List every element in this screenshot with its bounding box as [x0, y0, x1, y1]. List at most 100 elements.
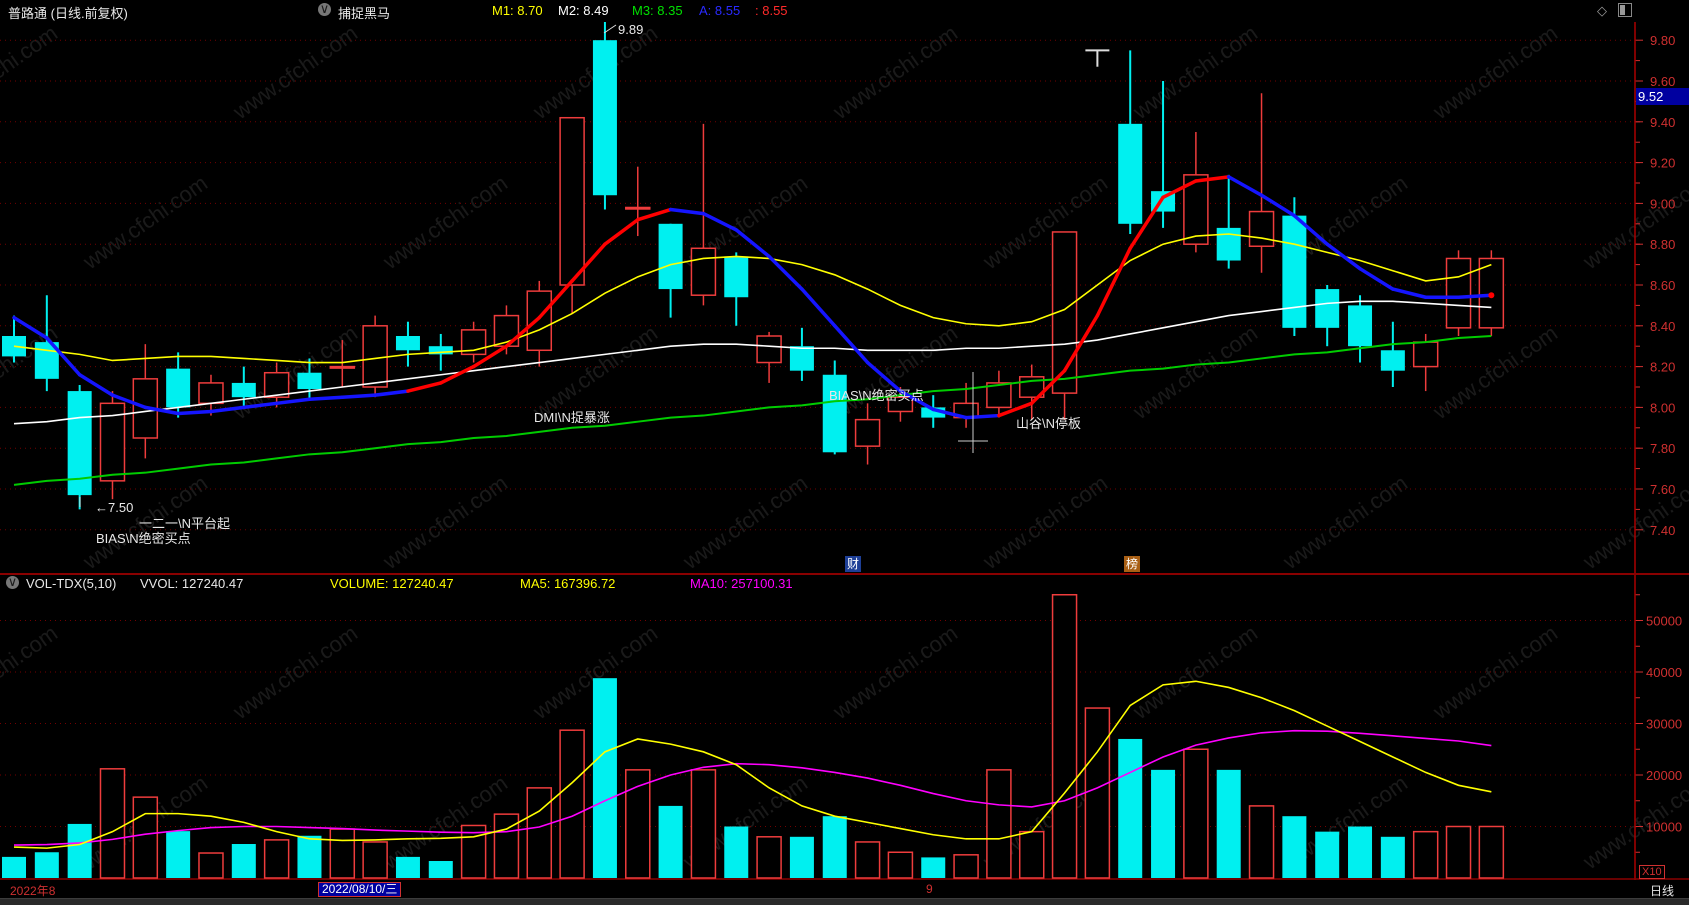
ma3-line-green [13, 335, 1492, 486]
diamond-icon[interactable]: ◇ [1597, 3, 1607, 18]
volume-bar [921, 857, 946, 878]
volume-ma5-value: MA5: 167396.72 [520, 576, 616, 591]
ranking-shortcut-icon[interactable]: 榜 [1124, 556, 1140, 572]
volume-bar [822, 816, 847, 878]
volume-bar [1248, 805, 1275, 879]
price-ma-lines [13, 233, 1492, 486]
volume-bar [1151, 769, 1176, 878]
candlestick [428, 346, 453, 355]
candlestick [724, 256, 749, 298]
price-axis-label: 7.80 [1650, 441, 1675, 456]
candlestick [986, 382, 1012, 409]
candlestick [263, 371, 290, 398]
volume-bar [592, 678, 617, 878]
price-axis-label: 9.40 [1650, 115, 1675, 130]
chevron-down-icon[interactable]: ∨ [318, 1, 331, 16]
volume-bar [34, 852, 59, 878]
watermark-text: www.cfchi.com [1128, 320, 1262, 424]
crosshair [958, 372, 988, 453]
volume-bar [724, 826, 749, 878]
watermark-text: www.cfchi.com [1128, 620, 1262, 724]
last-price-badge: 9.52 [1636, 88, 1689, 105]
symbol-title: 普路通 (日线.前复权) [8, 6, 128, 21]
m1-value: M1: 8.70 [492, 3, 543, 18]
volume-bar [625, 769, 651, 879]
candlestick [690, 247, 717, 296]
vvol-value: VVOL: 127240.47 [140, 576, 244, 591]
candlestick [1216, 227, 1241, 261]
candlestick [756, 335, 782, 364]
candlestick [1348, 305, 1373, 347]
price-axis-label: 7.40 [1650, 523, 1675, 538]
volume-bar [1380, 836, 1405, 878]
volume-bar [1051, 594, 1078, 879]
watermark-text: www.cfchi.com [1128, 20, 1262, 124]
volume-bar [690, 769, 717, 879]
candlestick [1118, 123, 1143, 224]
candlestick [297, 372, 322, 390]
volume-bar [756, 836, 782, 879]
candlestick [231, 382, 256, 398]
price-axis-label: 7.60 [1650, 482, 1675, 497]
watermark-text: www.cfchi.com [378, 170, 512, 274]
volume-bars[interactable] [2, 594, 1505, 879]
price-grid: 7.40 7.60 7.80 8.00 8.20 8.40 8.60 8.80 9.00 9.20… [0, 33, 1675, 538]
split-window-icon[interactable] [1618, 3, 1632, 17]
signal-line [12, 175, 1495, 420]
watermark-text: www.cfchi.com [978, 170, 1112, 274]
volume-bar [132, 796, 159, 879]
date-axis-month-label: 9 [926, 882, 933, 896]
chart-annotation: DMI\N捉暴涨 [534, 410, 610, 425]
date-axis[interactable]: 2022年8 2022/08/10/三 9 日线 [0, 880, 1689, 898]
price-axis-label: 8.60 [1650, 278, 1675, 293]
volume-bar [99, 768, 126, 879]
volume-ma10-value: MA10: 257100.31 [690, 576, 793, 591]
volume-bar [198, 852, 224, 879]
volume-bar [1118, 738, 1143, 878]
volume-ma-lines [13, 680, 1492, 849]
volume-axis-label: 30000 [1646, 717, 1682, 732]
volume-bar [789, 836, 814, 878]
watermark-text: www.cfchi.com [978, 470, 1112, 574]
chart-annotation: 9.89 [618, 22, 643, 37]
volume-bar [953, 854, 979, 879]
watermark-text: www.cfchi.com [78, 170, 212, 274]
candlesticks[interactable] [2, 21, 1505, 510]
price-axis-label: 9.60 [1650, 74, 1675, 89]
watermark-text: www.cfchi.com [828, 20, 962, 124]
signal-line-end-dot [1488, 292, 1495, 299]
volume-bar [1018, 830, 1045, 879]
candlestick [1282, 215, 1307, 328]
candlestick [854, 418, 881, 447]
chevron-down-icon[interactable]: ∨ [6, 574, 19, 589]
candlestick [1380, 350, 1405, 371]
watermark-text: www.cfchi.com [1428, 620, 1562, 724]
volume-bar [658, 805, 683, 878]
volume-ma5-line [13, 680, 1492, 849]
scroll-strip[interactable] [0, 898, 1689, 905]
volume-indicator-name: VOL-TDX(5,10) [26, 576, 117, 591]
candlestick [329, 365, 356, 369]
volume-scale-label: X10 [1639, 865, 1665, 879]
ma1-line-yellow [13, 233, 1492, 364]
volume-bar [1315, 831, 1340, 878]
finance-shortcut-icon[interactable]: 财 [845, 556, 861, 572]
m3-value: M3: 8.35 [632, 3, 683, 18]
candlestick [166, 368, 191, 408]
a-value: A: 8.55 [699, 3, 741, 18]
volume-bar [362, 841, 388, 879]
candlestick [822, 374, 847, 453]
indicator-name: 捕捉黑马 [338, 6, 391, 21]
candlestick [198, 382, 224, 405]
watermark-text: www.cfchi.com [828, 620, 962, 724]
volume-bar [231, 844, 256, 878]
volume-grid: 10000 20000 30000 40000 50000 [0, 594, 1682, 853]
watermark-text: www.cfchi.com [1428, 320, 1562, 424]
volume-axis-label: 10000 [1646, 820, 1682, 835]
chart-annotation: BIAS\N绝密买点 [96, 531, 191, 546]
period-label[interactable]: 日线 [1650, 884, 1675, 898]
candlestick [625, 206, 651, 210]
volume-axis-label: 50000 [1646, 614, 1682, 629]
candlestick [1248, 210, 1275, 247]
